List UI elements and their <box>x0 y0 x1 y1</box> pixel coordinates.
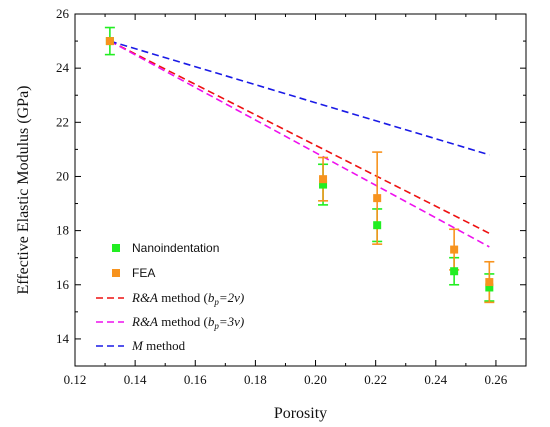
y-tick-label: 18 <box>56 223 69 238</box>
data-point-0 <box>450 267 459 276</box>
data-point-1 <box>105 37 114 46</box>
x-tick-label: 0.12 <box>64 372 87 387</box>
x-tick-label: 0.18 <box>244 372 267 387</box>
legend-marker-0 <box>112 244 120 252</box>
series-line-4 <box>109 40 490 156</box>
data-point-1 <box>485 278 494 287</box>
y-tick-label: 16 <box>56 277 70 292</box>
legend-label-tail: =2v) <box>219 290 244 305</box>
legend-label-1: FEA <box>132 266 155 280</box>
x-tick-label: 0.24 <box>424 372 447 387</box>
legend-label-sub: p <box>213 297 219 307</box>
legend-label-param: b <box>208 314 215 329</box>
legend-label-prefix: M <box>131 338 144 353</box>
data-point-1 <box>450 245 459 254</box>
y-axis-label: Effective Elastic Modulus (GPa) <box>15 86 32 295</box>
y-tick-label: 20 <box>56 168 69 183</box>
legend-label-0: Nanoindentation <box>132 241 219 255</box>
y-tick-label: 14 <box>56 331 70 346</box>
legend-label-2: R&A method (bp=2v) <box>131 290 244 307</box>
series-line-3 <box>109 40 490 248</box>
legend-label-suffix: method ( <box>158 290 208 305</box>
data-point-0 <box>373 221 382 230</box>
x-tick-label: 0.22 <box>364 372 387 387</box>
data-point-0 <box>319 180 328 189</box>
legend-marker-1 <box>112 269 120 277</box>
chart-marks <box>104 26 495 304</box>
y-tick-label: 22 <box>56 114 69 129</box>
legend-label-param: b <box>208 290 215 305</box>
legend-label-3: R&A method (bp=3v) <box>131 314 244 331</box>
legend-label-suffix: method ( <box>158 314 208 329</box>
data-point-1 <box>319 175 328 184</box>
legend-label-4: M method <box>131 338 186 353</box>
x-tick-label: 0.14 <box>124 372 147 387</box>
x-tick-label: 0.16 <box>184 372 207 387</box>
y-tick-label: 26 <box>56 6 70 21</box>
axes: 0.12 0.14 0.16 0.18 0.20 0.22 0.24 0.26 14 16 18 20… <box>56 6 527 387</box>
legend-label-prefix: R&A <box>131 290 158 305</box>
legend-label-prefix: R&A <box>131 314 158 329</box>
series-line-2 <box>109 40 490 235</box>
legend-label-sub: p <box>213 321 219 331</box>
plot-frame <box>74 13 527 367</box>
data-point-1 <box>373 194 382 203</box>
x-axis-label: Porosity <box>274 405 327 422</box>
x-tick-label: 0.20 <box>304 372 327 387</box>
y-tick-label: 24 <box>56 60 70 75</box>
legend-label-suffix: method <box>143 338 186 353</box>
legend-label-tail: =3v) <box>219 314 244 329</box>
data-point-0 <box>485 283 494 292</box>
x-tick-label: 0.26 <box>485 372 508 387</box>
